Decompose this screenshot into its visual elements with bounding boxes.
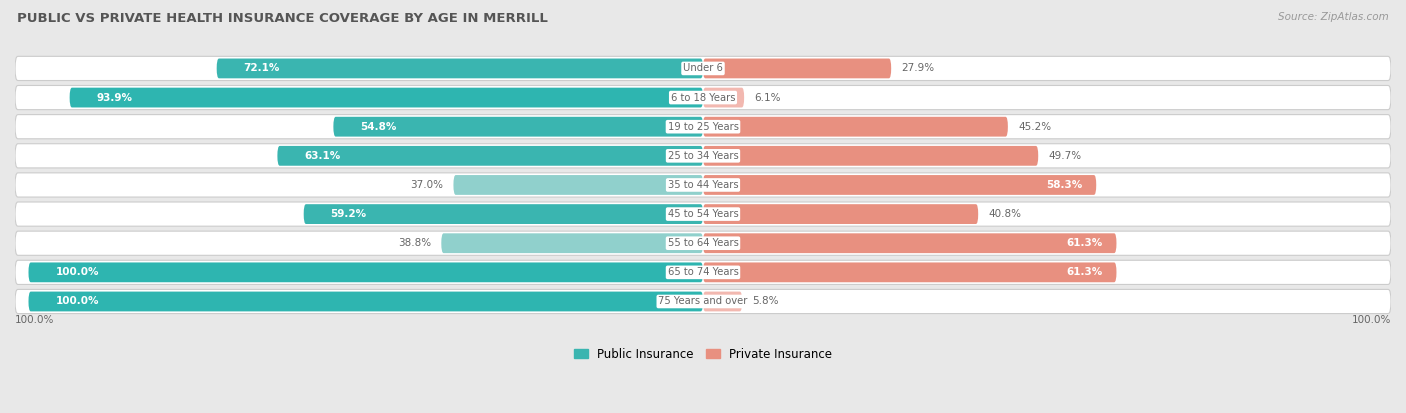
- Legend: Public Insurance, Private Insurance: Public Insurance, Private Insurance: [569, 343, 837, 365]
- FancyBboxPatch shape: [277, 146, 703, 166]
- FancyBboxPatch shape: [70, 88, 703, 107]
- Text: 37.0%: 37.0%: [411, 180, 443, 190]
- FancyBboxPatch shape: [217, 59, 703, 78]
- FancyBboxPatch shape: [15, 173, 1391, 197]
- Text: 65 to 74 Years: 65 to 74 Years: [668, 267, 738, 278]
- Text: 49.7%: 49.7%: [1049, 151, 1081, 161]
- FancyBboxPatch shape: [703, 146, 1038, 166]
- Text: 93.9%: 93.9%: [97, 93, 132, 102]
- FancyBboxPatch shape: [703, 292, 742, 311]
- FancyBboxPatch shape: [703, 233, 1116, 253]
- FancyBboxPatch shape: [703, 262, 1116, 282]
- FancyBboxPatch shape: [15, 144, 1391, 168]
- Text: Source: ZipAtlas.com: Source: ZipAtlas.com: [1278, 12, 1389, 22]
- FancyBboxPatch shape: [15, 231, 1391, 255]
- Text: 55 to 64 Years: 55 to 64 Years: [668, 238, 738, 248]
- FancyBboxPatch shape: [15, 290, 1391, 313]
- Text: 100.0%: 100.0%: [15, 315, 55, 325]
- FancyBboxPatch shape: [15, 202, 1391, 226]
- FancyBboxPatch shape: [441, 233, 703, 253]
- FancyBboxPatch shape: [703, 59, 891, 78]
- FancyBboxPatch shape: [15, 114, 1391, 139]
- Text: 59.2%: 59.2%: [330, 209, 367, 219]
- Text: 100.0%: 100.0%: [55, 297, 98, 306]
- Text: 72.1%: 72.1%: [243, 64, 280, 74]
- FancyBboxPatch shape: [15, 260, 1391, 285]
- Text: 38.8%: 38.8%: [398, 238, 432, 248]
- Text: 6 to 18 Years: 6 to 18 Years: [671, 93, 735, 102]
- Text: Under 6: Under 6: [683, 64, 723, 74]
- FancyBboxPatch shape: [703, 88, 744, 107]
- Text: 61.3%: 61.3%: [1067, 267, 1102, 278]
- Text: 45 to 54 Years: 45 to 54 Years: [668, 209, 738, 219]
- Text: 61.3%: 61.3%: [1067, 238, 1102, 248]
- Text: 100.0%: 100.0%: [55, 267, 98, 278]
- FancyBboxPatch shape: [703, 175, 1097, 195]
- Text: 63.1%: 63.1%: [304, 151, 340, 161]
- FancyBboxPatch shape: [15, 56, 1391, 81]
- Text: 40.8%: 40.8%: [988, 209, 1021, 219]
- Text: 45.2%: 45.2%: [1018, 122, 1052, 132]
- Text: 75 Years and over: 75 Years and over: [658, 297, 748, 306]
- Text: 27.9%: 27.9%: [901, 64, 935, 74]
- FancyBboxPatch shape: [453, 175, 703, 195]
- FancyBboxPatch shape: [703, 204, 979, 224]
- Text: PUBLIC VS PRIVATE HEALTH INSURANCE COVERAGE BY AGE IN MERRILL: PUBLIC VS PRIVATE HEALTH INSURANCE COVER…: [17, 12, 548, 25]
- FancyBboxPatch shape: [304, 204, 703, 224]
- Text: 25 to 34 Years: 25 to 34 Years: [668, 151, 738, 161]
- Text: 19 to 25 Years: 19 to 25 Years: [668, 122, 738, 132]
- FancyBboxPatch shape: [28, 292, 703, 311]
- FancyBboxPatch shape: [703, 117, 1008, 137]
- Text: 100.0%: 100.0%: [1351, 315, 1391, 325]
- FancyBboxPatch shape: [15, 85, 1391, 110]
- Text: 58.3%: 58.3%: [1046, 180, 1083, 190]
- Text: 6.1%: 6.1%: [754, 93, 780, 102]
- FancyBboxPatch shape: [28, 262, 703, 282]
- Text: 5.8%: 5.8%: [752, 297, 779, 306]
- Text: 54.8%: 54.8%: [360, 122, 396, 132]
- FancyBboxPatch shape: [333, 117, 703, 137]
- Text: 35 to 44 Years: 35 to 44 Years: [668, 180, 738, 190]
